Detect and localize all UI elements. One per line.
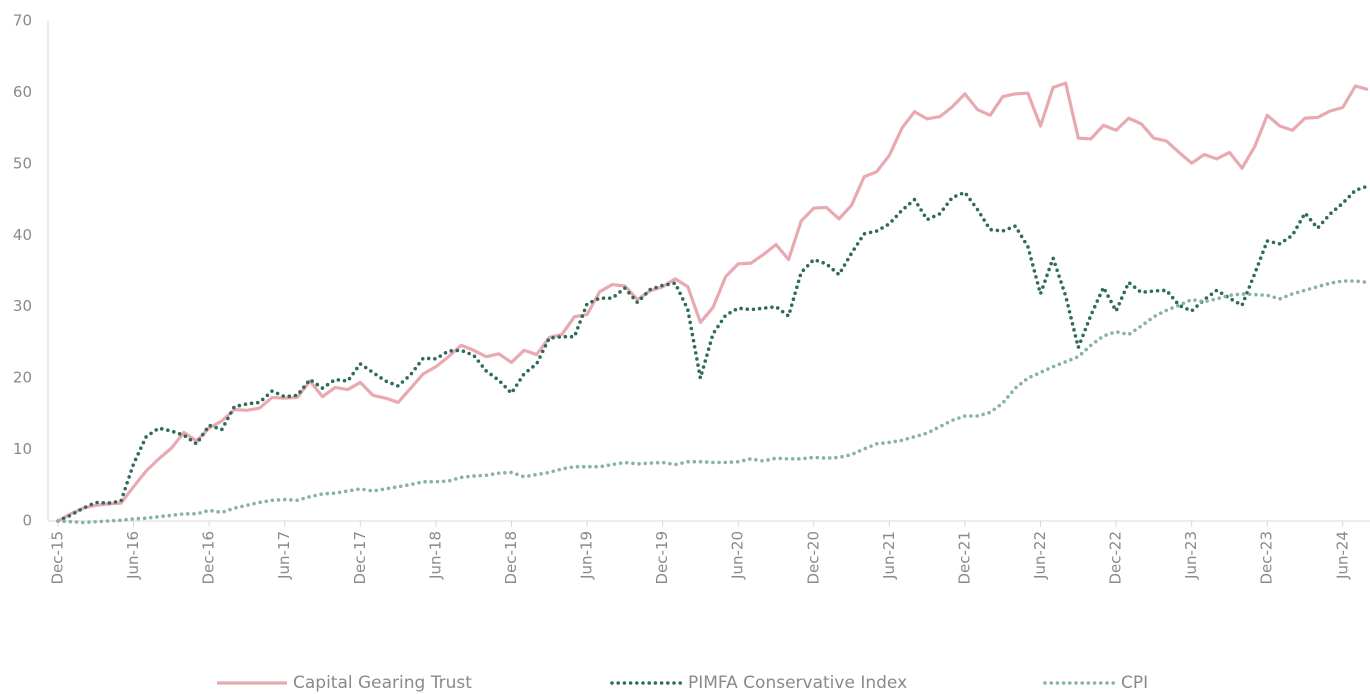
y-tick-label: 0 bbox=[22, 512, 32, 530]
x-tick-label: Dec-17 bbox=[351, 531, 369, 585]
legend-label: PIMFA Conservative Index bbox=[688, 673, 907, 693]
series-line bbox=[57, 81, 1369, 523]
x-tick-label: Dec-16 bbox=[200, 531, 218, 585]
legend-label: CPI bbox=[1121, 673, 1148, 693]
y-tick-label: 10 bbox=[13, 440, 32, 458]
x-tick-label: Dec-23 bbox=[1258, 531, 1276, 585]
x-tick-label: Dec-20 bbox=[804, 531, 822, 585]
series-line bbox=[56, 184, 1370, 523]
x-tick-label: Jun-19 bbox=[578, 531, 596, 580]
x-tick-label: Dec-18 bbox=[502, 531, 520, 585]
x-tick-label: Jun-24 bbox=[1333, 531, 1351, 580]
y-tick-label: 30 bbox=[13, 297, 32, 315]
series-line bbox=[56, 279, 1370, 525]
y-tick-label: 20 bbox=[13, 369, 32, 387]
y-tick-label: 40 bbox=[13, 226, 32, 244]
x-tick-label: Jun-18 bbox=[426, 531, 444, 580]
x-tick-label: Dec-15 bbox=[49, 531, 67, 585]
y-tick-label: 70 bbox=[13, 12, 32, 30]
x-tick-label: Dec-19 bbox=[653, 531, 671, 585]
x-tick-label: Dec-21 bbox=[955, 531, 973, 585]
x-tick-label: Jun-16 bbox=[124, 531, 142, 580]
x-tick-label: Jun-17 bbox=[275, 531, 293, 580]
y-tick-label: 60 bbox=[13, 83, 32, 101]
x-tick-label: Jun-22 bbox=[1031, 531, 1049, 580]
legend-label: Capital Gearing Trust bbox=[293, 673, 472, 693]
x-tick-label: Jun-23 bbox=[1182, 531, 1200, 580]
x-tick-label: Jun-20 bbox=[729, 531, 747, 580]
x-tick-label: Dec-22 bbox=[1107, 531, 1125, 585]
y-tick-label: 50 bbox=[13, 154, 32, 172]
x-tick-label: Jun-21 bbox=[880, 531, 898, 580]
